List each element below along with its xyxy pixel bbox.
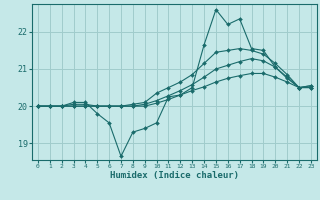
X-axis label: Humidex (Indice chaleur): Humidex (Indice chaleur) xyxy=(110,171,239,180)
